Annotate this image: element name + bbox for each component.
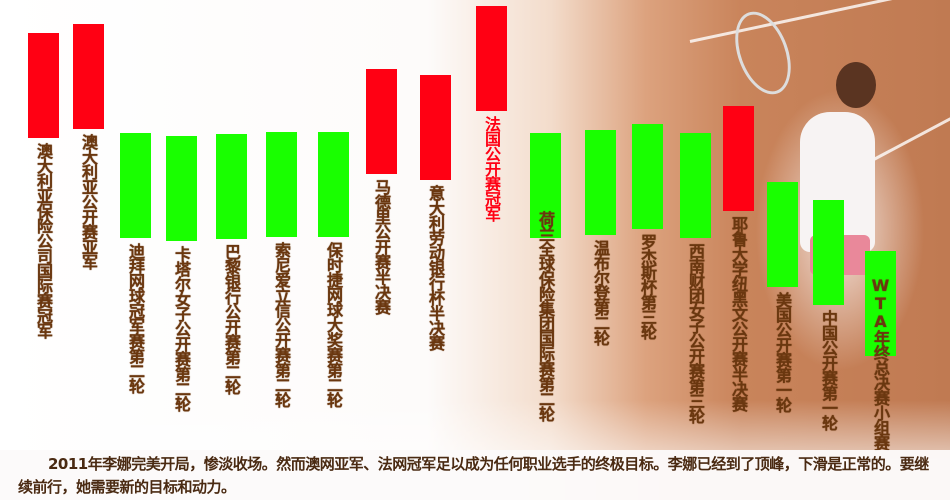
caption: 2011年李娜完美开局，惨淡收场。然而澳网亚军、法网冠军足以成为任何职业选手的终…: [0, 450, 950, 500]
bar-green: [166, 136, 197, 241]
bar-green: [865, 251, 896, 356]
bar-label: 意大利劳动银行杯半决赛: [426, 185, 445, 350]
bar-red: [476, 6, 507, 111]
bar-label: 温布尔登第二轮: [591, 240, 610, 345]
bar-green: [632, 124, 663, 229]
bar-green: [813, 200, 844, 305]
bar-red: [28, 33, 59, 138]
bar-label: 保时捷网球大奖赛第二轮: [324, 242, 343, 407]
bar-green: [266, 132, 297, 237]
bar-green: [120, 133, 151, 238]
bar-label: 巴黎银行公开赛第二轮: [222, 244, 241, 394]
bar-green: [680, 133, 711, 238]
bar-label: 中国公开赛第一轮: [819, 310, 838, 430]
caption-text: 2011年李娜完美开局，惨淡收场。然而澳网亚军、法网冠军足以成为任何职业选手的终…: [18, 455, 929, 496]
bar-label: 荷兰全球保险集团国际赛第二轮: [536, 211, 555, 421]
bar-green: [585, 130, 616, 235]
bar-label: 卡塔尔女子公开赛第二轮: [172, 246, 191, 411]
bar-label: 索尼爱立信公开赛第二轮: [272, 242, 291, 407]
bar-label: 马德里公开赛半决赛: [372, 179, 391, 314]
court-line: [689, 0, 950, 43]
bar-label: 澳大利亚保险公司国际赛冠军: [34, 143, 53, 338]
bar-green: [216, 134, 247, 239]
court-line: [869, 103, 950, 163]
bar-red: [420, 75, 451, 180]
bar-green: [530, 133, 561, 238]
bar-label: 澳大利亚公开赛亚军: [79, 134, 98, 269]
bar-label: 美国公开赛第一轮: [773, 292, 792, 412]
bar-red: [73, 24, 104, 129]
bar-label: 法国公开赛冠军: [482, 116, 501, 221]
bar-green: [767, 182, 798, 287]
bar-green: [318, 132, 349, 237]
bar-label: 耶鲁大学纽黑文公开赛半决赛: [729, 216, 748, 411]
bar-red: [723, 106, 754, 211]
bar-red: [366, 69, 397, 174]
bar-label: 迪拜网球冠军赛第二轮: [126, 243, 145, 393]
bar-label: WTA年终总决赛小组赛: [871, 276, 890, 450]
player-head: [836, 62, 876, 108]
bar-label: 罗杰斯杯第三轮: [638, 234, 657, 339]
bar-label: 西南财团女子公开赛第三轮: [686, 243, 705, 423]
